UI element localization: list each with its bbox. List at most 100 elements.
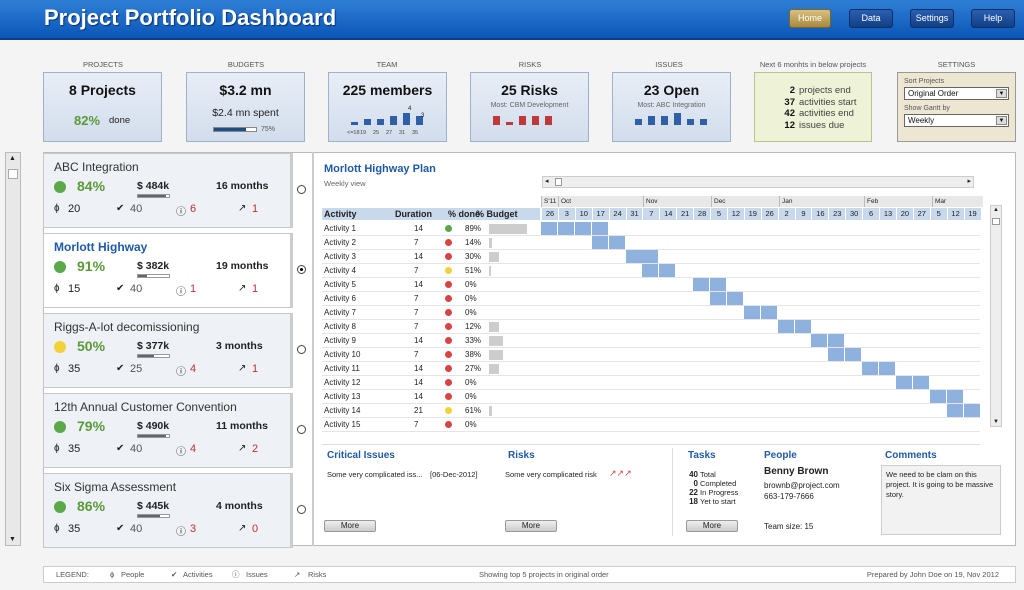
project-risks: 2 xyxy=(252,443,259,455)
project-scrollbar[interactable]: ▲ ▼ xyxy=(5,152,21,546)
budgets-progress xyxy=(213,127,257,132)
project-card[interactable]: Morlott Highway 91% $ 382k 19 months ɸ 15 ✔ 40 ⓘ… xyxy=(43,233,293,308)
activity-name: Activity 12 xyxy=(324,378,361,387)
activity-pct: 0% xyxy=(465,308,477,317)
gantt-vscroll[interactable]: ▲ ▼ xyxy=(990,205,1002,427)
gantt-cell xyxy=(642,250,660,263)
critical-more-button[interactable]: More xyxy=(324,520,376,532)
legend-bar: LEGEND: ɸ People ✔ Activities ⓘ Issues ↗… xyxy=(43,566,1016,583)
activity-duration: 14 xyxy=(414,336,423,345)
gantt-cell xyxy=(845,348,863,361)
project-card[interactable]: Riggs-A-lot decomissioning 50% $ 377k 3 mon… xyxy=(43,313,293,388)
check-icon: ✔ xyxy=(116,523,125,534)
week-label: 2 xyxy=(777,208,795,220)
task-count: 0 xyxy=(693,479,698,488)
gantt-row: Activity 4 7 51% xyxy=(322,264,980,278)
project-name: Six Sigma Assessment xyxy=(54,480,177,494)
week-label: 5 xyxy=(929,208,947,220)
kpi-risks[interactable]: 25 Risks Most: CBM Development xyxy=(470,72,589,142)
activity-duration: 14 xyxy=(414,378,423,387)
nav-settings-button[interactable]: Settings xyxy=(910,9,954,28)
project-card[interactable]: 12th Annual Customer Convention 79% $ 490k… xyxy=(43,393,293,468)
week-label: 17 xyxy=(591,208,609,220)
project-issues: 3 xyxy=(190,523,197,535)
project-card[interactable]: ABC Integration 84% $ 484k 16 months ɸ 20 ✔ 40 ⓘ… xyxy=(43,153,293,228)
project-acts: 40 xyxy=(130,443,143,455)
status-dot xyxy=(54,181,66,193)
status-dot xyxy=(445,393,452,400)
plan-subtitle: Weekly view xyxy=(324,179,366,188)
gantt-cell xyxy=(963,404,981,417)
status-dot xyxy=(445,253,452,260)
gantt-row: Activity 13 14 0% xyxy=(322,390,980,404)
showing-text: Showing top 5 projects in original order xyxy=(479,570,609,579)
gantt-cell xyxy=(608,236,626,249)
chart-bar xyxy=(506,122,513,125)
scroll-up-icon: ▲ xyxy=(9,155,16,162)
critical-issue-date: [06-Dec-2012] xyxy=(430,470,478,479)
issues-count: 23 Open xyxy=(643,82,700,98)
budget-bar xyxy=(489,266,491,276)
legend-risks: Risks xyxy=(308,570,327,579)
gantt-cell xyxy=(574,222,592,235)
next-six-months: 2 projects end 37 activities start 42 activ… xyxy=(754,72,872,142)
week-label: 23 xyxy=(828,208,846,220)
project-card[interactable]: Six Sigma Assessment 86% $ 445k 4 months ɸ 35… xyxy=(43,473,293,548)
project-risks: 1 xyxy=(252,363,259,375)
project-people: 15 xyxy=(68,283,81,295)
project-radio[interactable] xyxy=(297,265,306,274)
gantt-cell xyxy=(591,236,609,249)
budget-bar xyxy=(489,224,527,234)
budget-bar xyxy=(137,274,170,278)
budget-bar xyxy=(137,434,170,438)
budgets-total: $3.2 mn xyxy=(219,82,272,98)
task-label: Total xyxy=(700,470,716,479)
kpi-team[interactable]: 225 members <=18 19 25 27 31 35 4 3 xyxy=(328,72,447,142)
project-months: 3 months xyxy=(216,340,263,352)
gantt-cell xyxy=(726,292,744,305)
nav-home-button[interactable]: Home xyxy=(789,9,831,28)
scroll-down-icon: ▼ xyxy=(993,419,999,425)
gantt-row: Activity 12 14 0% xyxy=(322,376,980,390)
week-label: 16 xyxy=(811,208,829,220)
col-done: % done xyxy=(448,209,481,219)
tasks-more-button[interactable]: More xyxy=(686,520,738,532)
activity-name: Activity 9 xyxy=(324,336,357,345)
gantt-select[interactable]: Weekly ▼ xyxy=(904,114,1009,127)
activity-name: Activity 7 xyxy=(324,308,357,317)
week-label: 31 xyxy=(625,208,643,220)
comments-box[interactable]: We need to be clam on this project. It i… xyxy=(881,465,1001,535)
budget-bar xyxy=(489,252,499,262)
month-label: Mar xyxy=(932,196,983,207)
chart-bar xyxy=(700,119,707,125)
kpi-projects[interactable]: 8 Projects 82% done xyxy=(43,72,162,142)
gantt-row: Activity 3 14 30% xyxy=(322,250,980,264)
gantt-cell xyxy=(946,390,964,403)
gantt-row: Activity 11 14 27% xyxy=(322,362,980,376)
project-radio[interactable] xyxy=(297,425,306,434)
project-radio[interactable] xyxy=(297,345,306,354)
person-email[interactable]: brownb@project.com xyxy=(764,481,840,490)
budget-bar xyxy=(489,322,499,332)
gantt-hscroll[interactable]: ◂ ▸ xyxy=(542,176,974,188)
kpi-issues[interactable]: 23 Open Most: ABC Integration xyxy=(612,72,731,142)
kpi-budgets[interactable]: $3.2 mn $2.4 mn spent 75% xyxy=(186,72,305,142)
nav-help-button[interactable]: Help xyxy=(971,9,1015,28)
risk-text: Some very complicated risk xyxy=(505,470,597,479)
check-icon: ✔ xyxy=(116,443,125,454)
sort-select[interactable]: Original Order ▼ xyxy=(904,87,1009,100)
week-label: 6 xyxy=(862,208,880,220)
budget-bar xyxy=(489,406,493,416)
project-radio[interactable] xyxy=(297,505,306,514)
project-radio[interactable] xyxy=(297,185,306,194)
gantt-label: Show Gantt by xyxy=(904,105,950,112)
scroll-right-icon: ▸ xyxy=(967,178,971,185)
risks-more-button[interactable]: More xyxy=(505,520,557,532)
gantt-row: Activity 5 14 0% xyxy=(322,278,980,292)
nav-data-button[interactable]: Data xyxy=(849,9,893,28)
scroll-thumb[interactable] xyxy=(8,169,18,179)
project-name: ABC Integration xyxy=(54,160,139,174)
activity-name: Activity 14 xyxy=(324,406,361,415)
critical-issues-title: Critical Issues xyxy=(327,450,395,461)
chart-bar xyxy=(416,116,423,125)
